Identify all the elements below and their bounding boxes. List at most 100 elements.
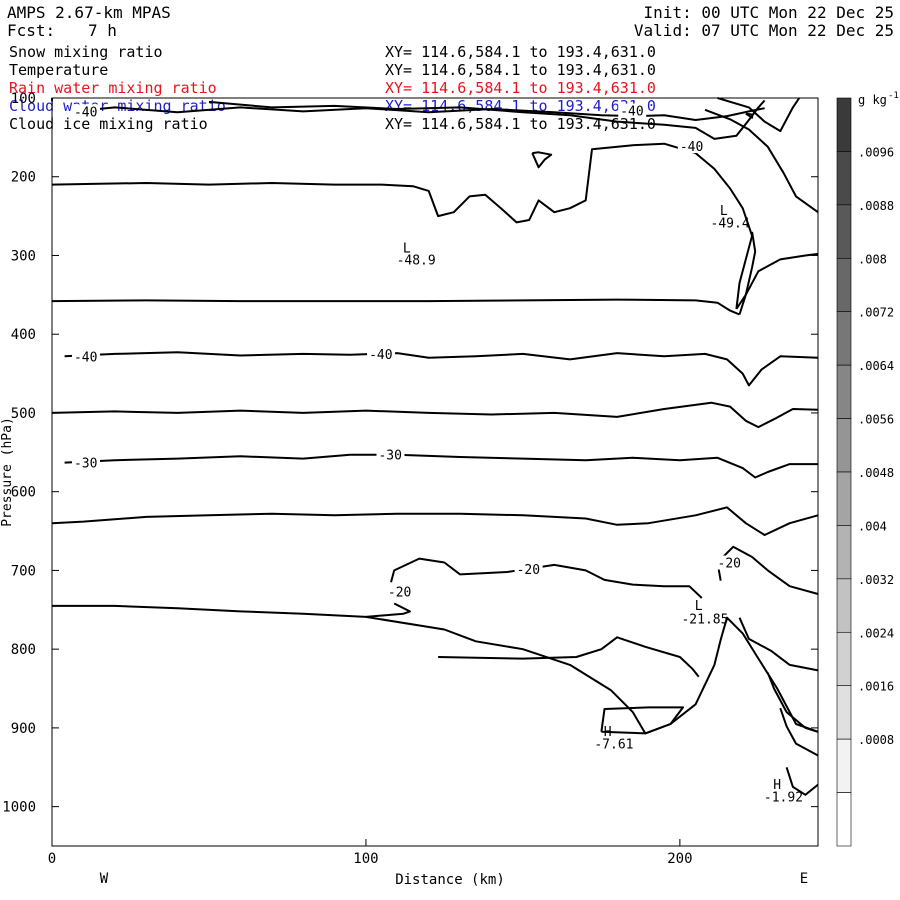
colorbar-swatch [836, 257, 852, 313]
isotherm-line [438, 636, 700, 678]
colorbar-swatch [836, 151, 852, 206]
extremum-value: -7.61 [594, 738, 633, 753]
colorbar-swatch [836, 418, 852, 473]
contour-label-bg [367, 346, 396, 361]
y-tick-label: 800 [11, 642, 36, 658]
x-tick-label: 100 [353, 851, 378, 867]
extremum-value: -48.9 [397, 253, 436, 268]
isotherm-line [64, 351, 819, 387]
isotherm-line [208, 99, 766, 140]
contour-label-bg [618, 103, 647, 118]
colorbar-swatch [836, 311, 852, 366]
contour-label-bg [71, 104, 100, 119]
contour-label-bg [715, 555, 744, 570]
y-tick-label: 1000 [2, 800, 36, 816]
colorbar-label: .0056 [858, 413, 894, 427]
east-label: E [800, 871, 808, 887]
colorbar-swatch [836, 685, 852, 740]
extremum-marker: L [695, 599, 703, 614]
colorbar-unit-exponent: -1 [888, 91, 899, 101]
isotherm-line [717, 97, 801, 133]
x-axis-label: Distance (km) [395, 872, 505, 888]
isotherm-line [51, 142, 754, 310]
extremum-value: -1.92 [764, 790, 803, 805]
colorbar-swatch [836, 578, 852, 633]
isotherm-line [600, 706, 684, 735]
colorbar-label: .008 [858, 252, 887, 266]
y-tick-label: 100 [11, 91, 36, 107]
isotherm-line [73, 106, 765, 121]
colorbar-swatch [836, 97, 852, 152]
forecast-label: Fcst: [7, 21, 56, 40]
isotherm-line [704, 108, 819, 214]
colorbar-swatch [836, 204, 852, 259]
contour-label: -20 [718, 557, 741, 572]
y-axis-label: Pressure (hPa) [0, 417, 15, 527]
colorbar-label: .0024 [858, 626, 894, 640]
colorbar-swatch [836, 631, 852, 687]
colorbar-swatch [836, 364, 852, 419]
contour-label: -40 [74, 350, 97, 365]
isotherm-line [785, 766, 819, 796]
colorbar-label: .0096 [858, 145, 894, 159]
isotherm-line [52, 602, 411, 618]
y-tick-label: 900 [11, 721, 36, 737]
y-tick-label: 500 [11, 406, 36, 422]
isotherm-line [766, 672, 819, 733]
contour-label: -40 [369, 348, 392, 363]
y-tick-label: 600 [11, 485, 36, 501]
isotherm-line [365, 615, 819, 735]
y-tick-label: 700 [11, 563, 36, 579]
isotherm-line [531, 151, 553, 169]
x-tick-label: 200 [667, 851, 692, 867]
isotherm-line [738, 231, 757, 315]
plot-frame [51, 97, 819, 847]
field-name: Rain water mixing ratio [9, 79, 217, 97]
extremum-marker: H [773, 778, 781, 793]
contour-label: -40 [74, 105, 97, 120]
contour-label: -30 [378, 449, 401, 464]
contour-label: -20 [388, 586, 411, 601]
colorbar-swatch [836, 792, 852, 847]
extremum-marker: L [403, 242, 411, 257]
valid-time: Valid: 07 UTC Mon 22 Dec 25 [633, 21, 894, 40]
contour-label-bg [514, 561, 543, 576]
colorbar-unit: g kg [858, 93, 887, 107]
y-tick-label: 300 [11, 248, 36, 264]
model-title: AMPS 2.67-km MPAS [7, 3, 171, 22]
west-label: W [100, 871, 109, 887]
init-time: Init: 00 UTC Mon 22 Dec 25 [643, 3, 894, 22]
contour-label-bg [71, 349, 100, 364]
contour-label: -40 [680, 140, 703, 155]
isotherm-line [51, 401, 819, 429]
isotherm-line [738, 617, 819, 672]
colorbar-label: .0064 [858, 359, 894, 373]
y-tick-label: 400 [11, 327, 36, 343]
field-name: Snow mixing ratio [9, 43, 163, 61]
field-xy-range: XY= 114.6,584.1 to 193.4,631.0 [385, 115, 656, 133]
isotherm-line [390, 557, 703, 599]
extremum-value: -49.4 [711, 216, 750, 231]
colorbar-swatch [836, 525, 852, 580]
contour-label-bg [71, 455, 100, 470]
colorbar-label: .0088 [858, 199, 894, 213]
contour-label-bg [376, 447, 405, 462]
x-tick-label: 0 [48, 851, 56, 867]
extremum-marker: H [604, 725, 612, 740]
colorbar-label: .0016 [858, 680, 894, 694]
colorbar-swatch [836, 471, 852, 526]
y-tick-label: 200 [11, 170, 36, 186]
contour-label: -20 [517, 563, 540, 578]
field-xy-range: XY= 114.6,584.1 to 193.4,631.0 [385, 43, 656, 61]
colorbar-label: .0072 [858, 306, 894, 320]
colorbar-label: .0048 [858, 466, 894, 480]
field-name: Cloud ice mixing ratio [9, 115, 208, 133]
extremum-marker: L [720, 204, 728, 219]
contour-label-bg [677, 139, 706, 154]
isotherm-line [64, 453, 818, 479]
colorbar-swatch [836, 738, 852, 793]
colorbar-label: .0008 [858, 733, 894, 747]
field-name: Temperature [9, 61, 109, 79]
isotherm-line [779, 707, 819, 757]
colorbar-label: .004 [858, 519, 887, 533]
